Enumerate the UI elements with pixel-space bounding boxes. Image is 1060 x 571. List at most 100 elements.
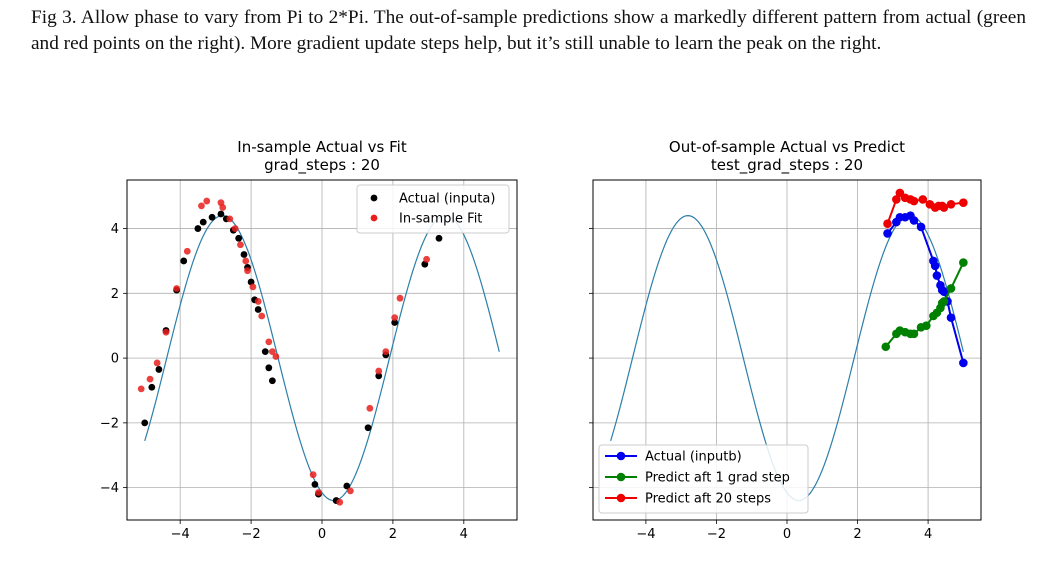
data-point (946, 199, 956, 209)
x-tick-label: 2 (389, 527, 397, 542)
data-point (183, 247, 191, 255)
data-point (916, 222, 926, 232)
data-point (141, 419, 149, 427)
data-point (249, 283, 257, 291)
legend-marker (616, 472, 626, 482)
series-3 (883, 188, 968, 229)
data-point (391, 314, 399, 322)
plot-frame (592, 179, 982, 521)
data-point (199, 218, 207, 226)
data-point (346, 487, 354, 495)
data-point (254, 298, 262, 305)
data-point (268, 348, 276, 356)
data-point (180, 257, 188, 265)
data-point (226, 215, 234, 223)
data-point (240, 251, 248, 258)
data-point (959, 358, 968, 368)
legend-marker (370, 194, 378, 202)
data-point (396, 294, 404, 302)
figure-caption: Fig 3. Allow phase to vary from Pi to 2*… (31, 7, 1026, 54)
data-point (375, 372, 383, 380)
data-point (343, 482, 351, 490)
legend-label: Actual (inputb) (645, 450, 742, 465)
data-point (946, 284, 956, 293)
data-point (261, 348, 269, 356)
data-point (231, 225, 239, 232)
chart-title: In-sample Actual vs Fit (237, 138, 407, 156)
plot-frame (126, 179, 518, 521)
series-2 (881, 258, 968, 352)
legend: Actual (inputa) In-sample Fit (356, 184, 510, 234)
data-point (939, 203, 949, 212)
data-point (959, 198, 968, 207)
data-point (268, 377, 276, 385)
data-point (162, 328, 170, 336)
data-point (909, 216, 919, 225)
data-point (881, 342, 891, 352)
x-tick-label: −4 (636, 527, 655, 542)
data-point (375, 367, 383, 375)
legend-label: In-sample Fit (399, 212, 482, 227)
x-tick-label: 0 (318, 527, 326, 542)
data-point (242, 257, 250, 265)
data-point (892, 195, 901, 204)
chart-subtitle: grad_steps : 20 (264, 156, 380, 175)
series-2 (137, 197, 430, 506)
data-point (217, 210, 225, 218)
data-point (315, 489, 322, 496)
data-point (391, 319, 399, 326)
data-point (194, 225, 202, 232)
legend-box (356, 184, 510, 234)
data-point (883, 219, 892, 229)
data-point (959, 258, 968, 267)
data-point (146, 375, 154, 383)
data-point (930, 261, 940, 271)
data-point (382, 348, 390, 356)
x-tick-label: −2 (707, 527, 726, 542)
data-point (235, 234, 243, 242)
data-point (208, 213, 216, 221)
data-point (909, 196, 919, 206)
y-tick-label: 4 (111, 222, 119, 237)
data-point (336, 498, 344, 506)
data-point (883, 229, 892, 238)
data-point (219, 204, 227, 211)
legend-marker (616, 451, 626, 461)
x-tick-label: −4 (171, 527, 190, 542)
data-point (922, 321, 931, 331)
data-point (423, 255, 430, 263)
data-point (258, 312, 266, 320)
data-point (244, 267, 251, 275)
data-point (364, 424, 372, 432)
legend-marker (616, 493, 626, 503)
data-point (155, 366, 163, 373)
data-point (435, 234, 443, 242)
data-point (909, 329, 919, 339)
data-point (311, 480, 319, 488)
y-tick-label: −4 (100, 481, 119, 496)
y-tick-label: 0 (111, 352, 119, 367)
data-point (265, 338, 273, 346)
data-point (254, 306, 262, 313)
x-tick-label: 2 (853, 527, 861, 542)
data-point (237, 241, 244, 249)
data-point (153, 359, 161, 367)
data-point (946, 313, 956, 322)
chart-subtitle: test_grad_steps : 20 (711, 156, 863, 175)
x-tick-label: 4 (460, 527, 468, 542)
y-tick-label: 2 (111, 287, 119, 302)
legend: Actual (inputb) Predict aft 1 grad step Pr… (598, 444, 809, 514)
x-tick-label: 4 (924, 527, 932, 542)
data-point (173, 285, 181, 292)
legend-label: Predict aft 20 steps (645, 492, 771, 507)
chart-title: Out-of-sample Actual vs Predict (669, 138, 905, 156)
legend-label: Predict aft 1 grad step (645, 471, 790, 486)
data-point (366, 404, 374, 412)
x-tick-label: 0 (783, 527, 791, 542)
series-1 (141, 210, 443, 504)
data-point (148, 383, 156, 391)
data-point (918, 195, 928, 204)
data-point (939, 287, 949, 297)
